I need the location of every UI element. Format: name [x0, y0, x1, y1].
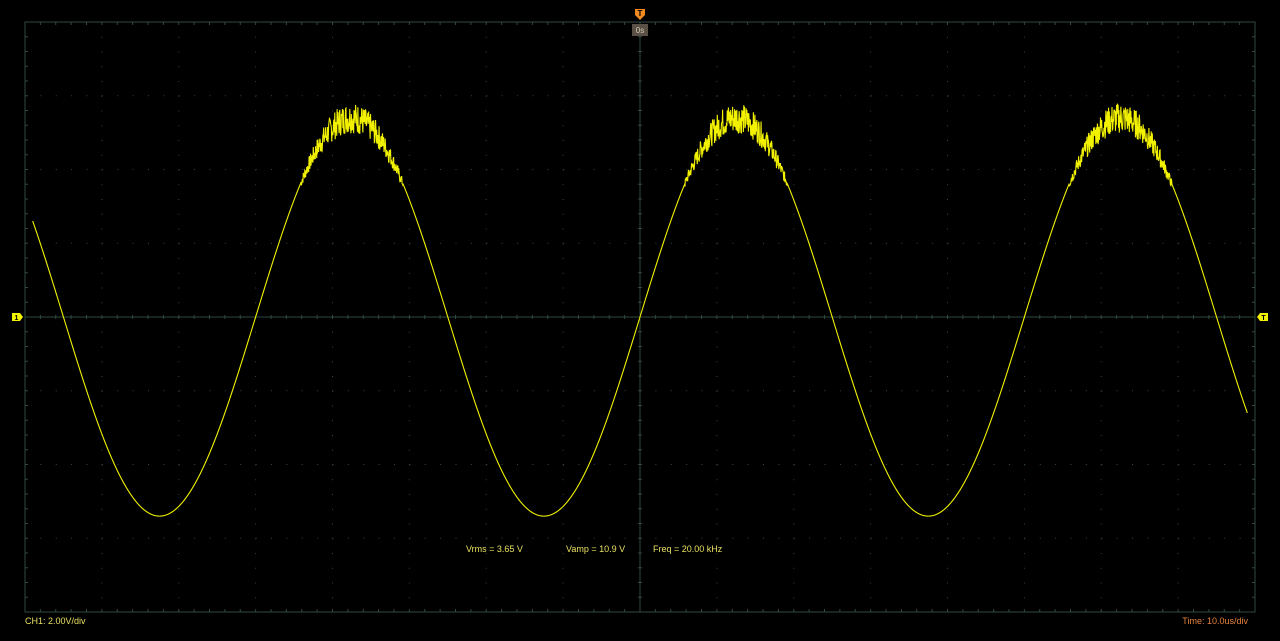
freq-measurement: Freq = 20.00 kHz — [653, 544, 723, 554]
trigger-level-marker[interactable]: T — [1257, 313, 1268, 322]
trigger-time-offset: 0s — [632, 24, 648, 36]
ch1-volts-per-div: CH1: 2.00V/div — [25, 616, 86, 626]
trigger-position-marker[interactable]: T — [635, 9, 645, 20]
trigger-marker-label: T — [638, 9, 643, 18]
vrms-measurement: Vrms = 3.65 V — [466, 544, 523, 554]
trigger-level-label: T — [1261, 315, 1266, 322]
ch1-waveform — [32, 103, 1248, 517]
time-per-div: Time: 10.0us/div — [1182, 616, 1248, 626]
ch1-marker-label: 1 — [15, 315, 19, 322]
trigger-time-offset-label: 0s — [636, 26, 644, 35]
vamp-measurement: Vamp = 10.9 V — [566, 544, 626, 554]
ch1-ground-marker[interactable]: 1 — [12, 313, 23, 322]
waveform-trace — [32, 103, 1248, 517]
